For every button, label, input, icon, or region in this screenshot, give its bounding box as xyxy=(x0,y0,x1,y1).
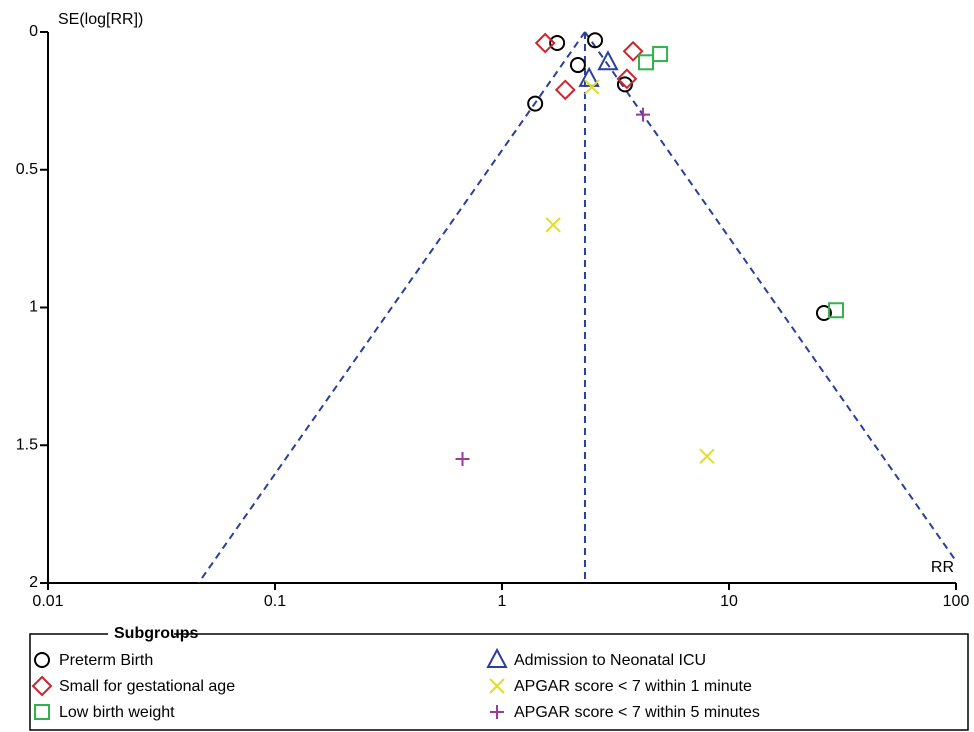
x-tick-label: 0.01 xyxy=(32,593,63,610)
legend-box xyxy=(29,633,969,731)
legend-title-bg xyxy=(108,624,174,642)
point xyxy=(638,54,655,71)
point xyxy=(549,35,566,52)
point xyxy=(545,217,561,233)
legend-label: Low birth weight xyxy=(59,704,175,721)
y-tick-label: 2 xyxy=(29,574,38,591)
point xyxy=(578,66,600,87)
point xyxy=(616,76,633,93)
y-tick-label: 0.5 xyxy=(16,161,38,178)
point xyxy=(569,57,586,74)
x-tick-label: 1 xyxy=(498,593,507,610)
legend-label: APGAR score < 7 within 5 minutes xyxy=(514,704,760,721)
x-axis-label: RR xyxy=(931,559,954,576)
funnel-right xyxy=(584,31,956,563)
point xyxy=(652,46,669,63)
point xyxy=(622,40,644,62)
point xyxy=(527,95,544,112)
point xyxy=(584,79,600,95)
point xyxy=(534,32,556,54)
funnel-left xyxy=(197,31,586,583)
point xyxy=(455,452,470,467)
point xyxy=(827,302,844,319)
legend-label: Preterm Birth xyxy=(59,652,153,669)
legend-marker xyxy=(486,647,508,668)
point xyxy=(616,68,638,90)
y-axis-label: SE(log[RR]) xyxy=(58,11,143,28)
x-tick-label: 10 xyxy=(720,593,738,610)
y-tick-label: 0 xyxy=(29,23,38,40)
point xyxy=(597,50,619,71)
legend-marker xyxy=(34,652,50,668)
point xyxy=(587,32,604,49)
point xyxy=(815,305,832,322)
legend-marker xyxy=(490,705,504,719)
y-tick-label: 1 xyxy=(29,299,38,316)
point xyxy=(636,107,651,122)
y-tick-label: 1.5 xyxy=(16,436,38,453)
legend-title: Subgroups xyxy=(114,625,199,642)
legend-marker xyxy=(34,704,50,720)
point xyxy=(699,448,715,464)
point xyxy=(554,79,576,101)
legend-label: Small for gestational age xyxy=(59,678,235,695)
legend-marker xyxy=(31,675,53,697)
legend-label: APGAR score < 7 within 1 minute xyxy=(514,678,752,695)
x-tick-label: 0.1 xyxy=(264,593,286,610)
legend-label: Admission to Neonatal ICU xyxy=(514,652,706,669)
x-tick-label: 100 xyxy=(943,593,970,610)
legend-marker xyxy=(489,678,505,694)
